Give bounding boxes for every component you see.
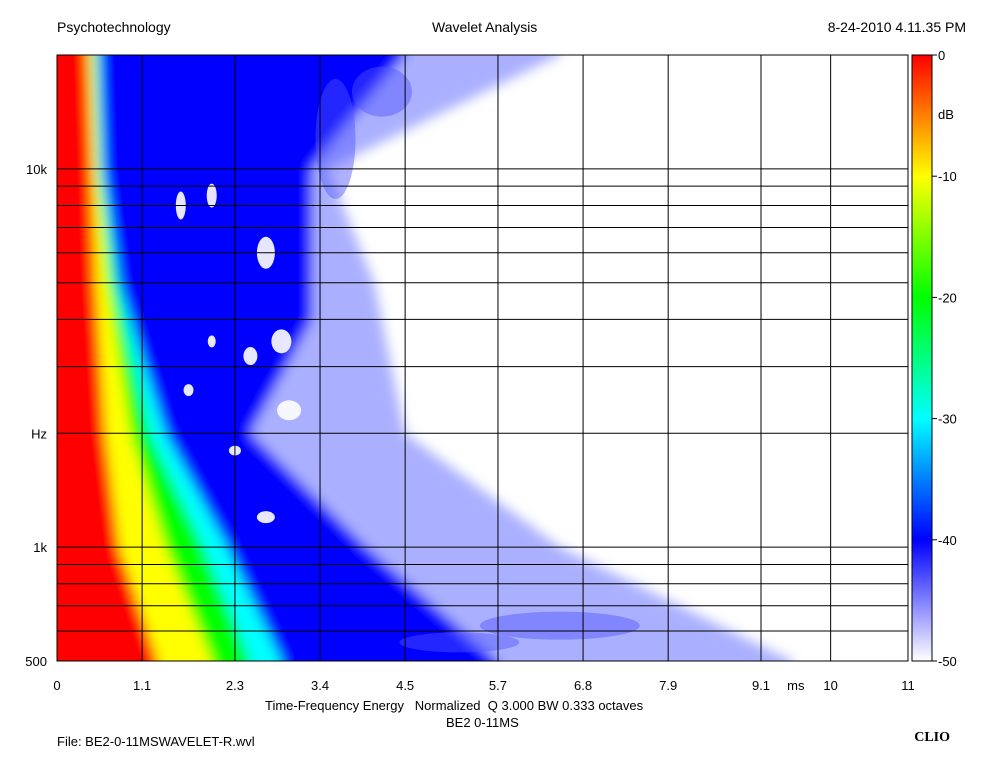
energy-hole-8 xyxy=(183,384,194,397)
colorbar-tick-label: -30 xyxy=(938,412,957,427)
colorbar xyxy=(911,54,933,662)
x-axis-label: Time-Frequency Energy Normalized Q 3.000… xyxy=(265,698,644,713)
x-tick-label: 5.7 xyxy=(489,678,507,693)
x-tick-label: 2.3 xyxy=(226,678,244,693)
y-tick-label: 10k xyxy=(26,162,47,177)
x-tick-label: 4.5 xyxy=(396,678,414,693)
x-tick-label: 1.1 xyxy=(133,678,151,693)
energy-core-2 xyxy=(57,55,158,661)
heatmap-area xyxy=(57,55,908,661)
y-axis: 500 1k 10k Hz xyxy=(25,162,47,669)
x-tick-label: 10 xyxy=(823,678,837,693)
x-unit-label: ms xyxy=(787,678,805,693)
energy-hole-1 xyxy=(206,183,217,208)
y-tick-label: 500 xyxy=(25,654,47,669)
clio-logo: CLIO xyxy=(914,730,950,745)
x-axis: 0 1.1 2.3 3.4 4.5 5.7 6.8 7.9 9.1 10 11 ms xyxy=(53,678,914,693)
energy-hole-5 xyxy=(277,400,302,421)
energy-tail-0 xyxy=(399,632,520,653)
colorbar-tick-label: -50 xyxy=(938,654,957,669)
energy-tail-3 xyxy=(351,66,412,117)
file-name: File: BE2-0-11MSWAVELET-R.wvl xyxy=(57,734,255,749)
plot-grid xyxy=(57,55,908,661)
y-unit-label: Hz xyxy=(31,426,47,441)
x-tick-label: 9.1 xyxy=(752,678,770,693)
x-tick-label: 3.4 xyxy=(311,678,329,693)
x-tick-label: 7.9 xyxy=(659,678,677,693)
y-tick-label: 1k xyxy=(33,540,47,555)
company-name: Psychotechnology xyxy=(57,19,171,35)
timestamp: 8-24-2010 4.11.35 PM xyxy=(827,19,966,35)
energy-hole-9 xyxy=(207,335,216,348)
colorbar-tick-label: 0 xyxy=(938,48,945,63)
x-tick-label: 6.8 xyxy=(574,678,592,693)
x-tick-label: 11 xyxy=(901,678,915,693)
energy-hole-4 xyxy=(243,347,258,366)
measurement-name: BE2 0-11MS xyxy=(446,715,519,730)
energy-tail-2 xyxy=(315,78,356,199)
colorbar-tick-label: -20 xyxy=(938,290,957,305)
chart-title: Wavelet Analysis xyxy=(432,19,538,35)
colorbar-unit-label: dB xyxy=(938,107,954,122)
energy-hole-3 xyxy=(271,329,292,354)
colorbar-tick-label: -40 xyxy=(938,533,957,548)
plot-frame xyxy=(56,54,909,662)
colorbar-axis: 0 -10 -20 -30 -40 -50 dB xyxy=(932,48,957,669)
x-tick-label: 0 xyxy=(53,678,60,693)
energy-hole-6 xyxy=(256,511,275,524)
colorbar-tick-label: -10 xyxy=(938,169,957,184)
energy-tail-1 xyxy=(479,611,640,640)
